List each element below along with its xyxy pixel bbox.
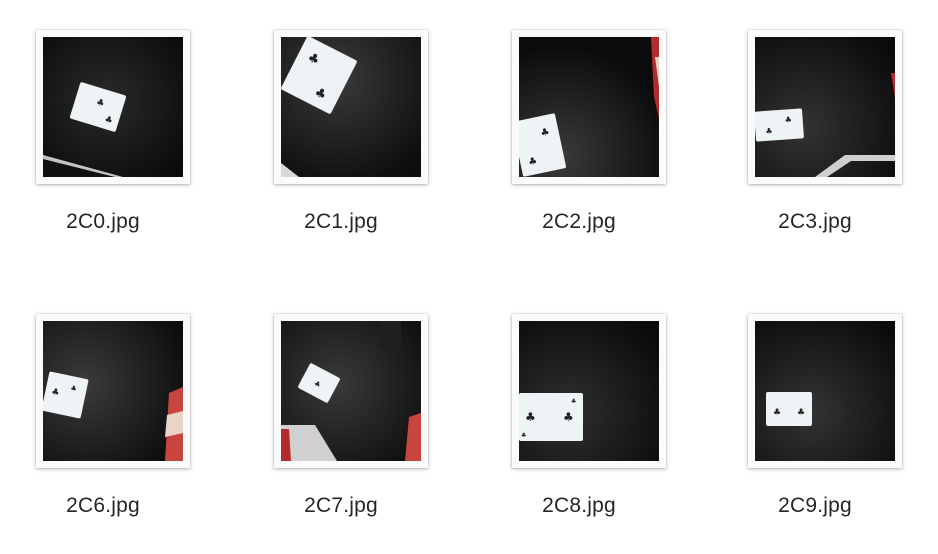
thumbnail[interactable]: ♣ ♣ [36, 30, 190, 184]
svg-text:♣: ♣ [571, 398, 576, 405]
svg-text:♣: ♣ [527, 156, 538, 169]
thumbnail[interactable]: ♣ ♣ [274, 30, 428, 184]
svg-text:♣: ♣ [313, 379, 322, 389]
card-photo-icon: ♣ ♣ [755, 37, 895, 177]
thumbnail[interactable]: ♣ ♣ ♣ ♣ [512, 314, 666, 468]
svg-text:♣: ♣ [540, 127, 551, 140]
svg-text:♣: ♣ [797, 408, 805, 418]
file-name[interactable]: 2C0.jpg [66, 210, 140, 233]
file-name[interactable]: 2C9.jpg [778, 494, 852, 517]
thumbnail[interactable]: ♣ ♣ [748, 30, 902, 184]
file-name[interactable]: 2C2.jpg [542, 210, 616, 233]
card-photo-icon: ♣ ♣ [755, 321, 895, 461]
file-name[interactable]: 2C8.jpg [542, 494, 616, 517]
thumbnail[interactable]: ♣ ♣ [36, 314, 190, 468]
thumbnail[interactable]: ♣ [274, 314, 428, 468]
file-item-2C2[interactable]: ♣ ♣ 2C2.jpg [466, 6, 702, 256]
card-photo-icon: ♣ ♣ [519, 37, 659, 177]
svg-text:♣: ♣ [70, 384, 78, 393]
thumbnail[interactable]: ♣ ♣ [748, 314, 902, 468]
svg-text:♣: ♣ [521, 432, 526, 439]
file-item-2C1[interactable]: ♣ ♣ 2C1.jpg [228, 6, 464, 256]
svg-text:♣: ♣ [525, 410, 536, 424]
file-item-2C6[interactable]: ♣ ♣ 2C6.jpg [0, 290, 226, 540]
svg-text:♣: ♣ [103, 115, 114, 127]
svg-text:♣: ♣ [563, 410, 574, 424]
svg-text:♣: ♣ [765, 126, 773, 135]
card-photo-icon: ♣ [281, 321, 421, 461]
file-item-2C3[interactable]: ♣ ♣ 2C3.jpg [702, 6, 938, 256]
svg-text:♣: ♣ [784, 115, 792, 124]
file-name[interactable]: 2C1.jpg [304, 210, 378, 233]
card-photo-icon: ♣ ♣ [43, 37, 183, 177]
card-photo-icon: ♣ ♣ ♣ ♣ [519, 321, 659, 461]
svg-text:♣: ♣ [50, 387, 60, 398]
file-item-2C9[interactable]: ♣ ♣ 2C9.jpg [702, 290, 938, 540]
thumbnail[interactable]: ♣ ♣ [512, 30, 666, 184]
svg-text:♣: ♣ [773, 408, 781, 418]
card-photo-icon: ♣ ♣ [281, 37, 421, 177]
file-item-2C0[interactable]: ♣ ♣ 2C0.jpg [0, 6, 226, 256]
card-photo-icon: ♣ ♣ [43, 321, 183, 461]
file-name[interactable]: 2C3.jpg [778, 210, 852, 233]
file-item-2C8[interactable]: ♣ ♣ ♣ ♣ 2C8.jpg [466, 290, 702, 540]
file-item-2C7[interactable]: ♣ 2C7.jpg [228, 290, 464, 540]
file-name[interactable]: 2C7.jpg [304, 494, 378, 517]
svg-text:♣: ♣ [95, 98, 106, 110]
file-name[interactable]: 2C6.jpg [66, 494, 140, 517]
